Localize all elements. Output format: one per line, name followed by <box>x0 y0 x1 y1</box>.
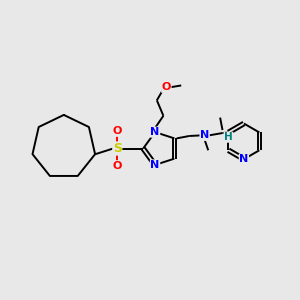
Text: N: N <box>239 154 248 164</box>
Text: O: O <box>112 161 122 171</box>
Text: H: H <box>224 132 233 142</box>
Text: N: N <box>151 160 160 170</box>
Text: N: N <box>200 130 209 140</box>
Text: N: N <box>151 127 160 137</box>
Text: O: O <box>112 126 122 136</box>
Text: S: S <box>113 142 122 155</box>
Text: O: O <box>162 82 171 92</box>
